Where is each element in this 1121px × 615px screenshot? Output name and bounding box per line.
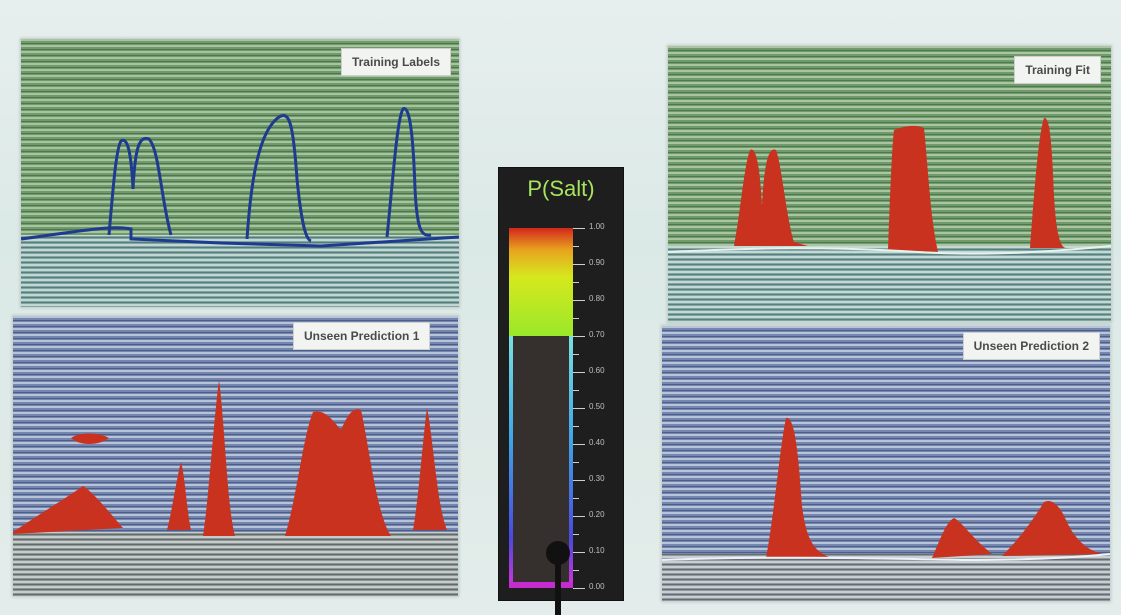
- colorbar-tick-label: 0.00: [589, 582, 605, 591]
- colorbar-minor-tick: [573, 534, 579, 535]
- unseen-prediction-1-panel: Unseen Prediction 1: [12, 315, 459, 597]
- colorbar-tick: [573, 408, 585, 409]
- colorbar-tick: [573, 336, 585, 337]
- colorbar-tick: [573, 588, 585, 589]
- colorbar-minor-tick: [573, 498, 579, 499]
- colorbar-tick-label: 0.10: [589, 546, 605, 555]
- colorbar-tick: [573, 552, 585, 553]
- colorbar-tick: [573, 372, 585, 373]
- unseen-prediction-2-seismic: [662, 326, 1110, 601]
- colorbar-tick-label: 0.20: [589, 510, 605, 519]
- training-fit-salt-bodies: [734, 117, 1066, 252]
- colorbar-minor-tick: [573, 282, 579, 283]
- colorbar-gradient: [509, 228, 573, 588]
- unseen-prediction-1-title: Unseen Prediction 1: [293, 322, 431, 350]
- unseen-prediction-2-title: Unseen Prediction 2: [962, 332, 1100, 360]
- colorbar-minor-tick: [573, 570, 579, 571]
- training-fit-panel: Training Fit: [667, 45, 1112, 323]
- colorbar-tick-label: 0.70: [589, 330, 605, 339]
- colorbar-minor-tick: [573, 246, 579, 247]
- colorbar-minor-tick: [573, 390, 579, 391]
- training-labels-seismic: [21, 39, 459, 307]
- colorbar-ticks: 1.00 0.90 0.80 0.70 0.60 0.50 0.40 0.30 0.20 0.10…: [573, 222, 619, 591]
- prediction-1-salt-bodies: [13, 380, 447, 536]
- colorbar-tick-label: 0.60: [589, 366, 605, 375]
- colorbar-tick-label: 0.30: [589, 474, 605, 483]
- colorbar-minor-tick: [573, 462, 579, 463]
- colorbar-tick-label: 0.80: [589, 294, 605, 303]
- colorbar-tick: [573, 516, 585, 517]
- unseen-prediction-2-panel: Unseen Prediction 2: [661, 325, 1111, 602]
- colorbar-minor-tick: [573, 318, 579, 319]
- unseen-prediction-1-seismic: [13, 316, 458, 596]
- training-labels-panel: Training Labels: [20, 38, 460, 308]
- colorbar-minor-tick: [573, 426, 579, 427]
- colorbar-tick-label: 0.90: [589, 258, 605, 267]
- speaker-silhouette: [546, 541, 570, 615]
- training-fit-seismic: [668, 46, 1111, 322]
- training-labels-title: Training Labels: [340, 48, 451, 76]
- prediction-2-salt-bodies: [766, 417, 1102, 558]
- colorbar-tick: [573, 480, 585, 481]
- colorbar-tick-label: 0.40: [589, 438, 605, 447]
- probability-colorbar: P(Salt) 1.00 0: [498, 167, 624, 601]
- colorbar-tick-label: 1.00: [589, 222, 605, 231]
- colorbar-tick: [573, 300, 585, 301]
- colorbar-title: P(Salt): [527, 176, 595, 201]
- colorbar-tick: [573, 228, 585, 229]
- colorbar-tick-label: 0.50: [589, 402, 605, 411]
- colorbar-tick: [573, 444, 585, 445]
- colorbar-tick: [573, 264, 585, 265]
- training-fit-title: Training Fit: [1014, 56, 1101, 84]
- colorbar-minor-tick: [573, 354, 579, 355]
